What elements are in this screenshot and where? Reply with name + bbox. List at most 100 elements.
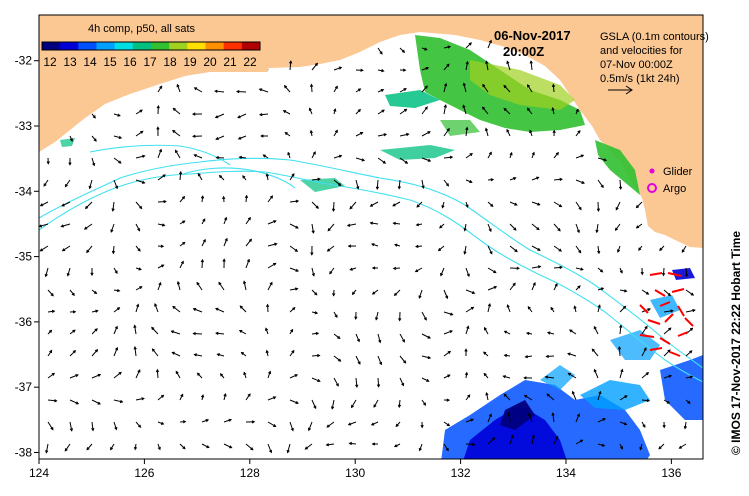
velocity-arrow xyxy=(66,267,71,277)
velocity-arrow xyxy=(266,303,270,313)
velocity-arrow xyxy=(64,179,71,188)
velocity-arrow xyxy=(377,157,387,164)
velocity-arrow xyxy=(415,244,423,249)
velocity-arrow xyxy=(289,349,295,357)
velocity-arrow xyxy=(283,84,291,93)
velocity-arrow xyxy=(615,201,621,211)
velocity-arrow xyxy=(289,223,299,229)
velocity-arrow xyxy=(219,373,225,379)
velocity-arrow xyxy=(267,396,277,401)
velocity-arrow xyxy=(659,245,665,252)
x-tick-label: 130 xyxy=(345,466,365,480)
velocity-arrow xyxy=(414,267,423,273)
velocity-arrow xyxy=(133,346,137,357)
velocity-arrow xyxy=(201,394,205,401)
velocity-arrow xyxy=(595,223,599,234)
velocity-arrow xyxy=(571,390,577,401)
velocity-arrow xyxy=(392,266,401,271)
colorbar-swatch xyxy=(114,42,134,50)
velocity-arrow xyxy=(223,418,233,423)
velocity-arrow xyxy=(661,267,666,277)
velocity-arrow xyxy=(377,88,385,93)
velocity-arrow xyxy=(311,331,320,336)
velocity-arrow xyxy=(47,399,58,403)
velocity-arrow xyxy=(157,281,162,291)
velocity-arrow xyxy=(113,346,119,357)
velocity-arrow xyxy=(47,421,54,431)
velocity-arrow xyxy=(418,289,423,299)
velocity-arrow xyxy=(415,223,423,227)
colorbar-swatch xyxy=(78,42,97,50)
velocity-arrow xyxy=(685,350,693,357)
scale-arrow xyxy=(608,85,633,95)
velocity-arrow xyxy=(373,399,379,408)
velocity-arrow xyxy=(267,443,273,454)
y-tick-label: -32 xyxy=(15,54,33,68)
velocity-arrow xyxy=(133,324,137,335)
velocity-arrow xyxy=(260,134,269,138)
velocity-arrow xyxy=(90,267,94,277)
velocity-arrow xyxy=(244,194,249,203)
velocity-arrow xyxy=(487,39,492,49)
velocity-arrow xyxy=(394,243,401,247)
velocity-arrow xyxy=(154,303,159,313)
velocity-arrow xyxy=(355,88,362,93)
velocity-arrow xyxy=(525,331,533,336)
velocity-arrow xyxy=(135,201,143,210)
velocity-arrow xyxy=(399,132,410,137)
velocity-arrow xyxy=(333,333,341,340)
velocity-arrow xyxy=(575,201,582,211)
velocity-arrow xyxy=(237,135,247,140)
colorbar-tick-label: 14 xyxy=(83,55,97,69)
velocity-arrow xyxy=(289,328,294,335)
velocity-arrow xyxy=(326,421,335,428)
velocity-arrow xyxy=(641,421,646,428)
velocity-arrow xyxy=(157,244,165,248)
velocity-arrow xyxy=(110,223,115,233)
velocity-arrow xyxy=(377,133,388,137)
velocity-arrow xyxy=(553,177,563,182)
velocity-arrow xyxy=(289,287,299,291)
velocity-arrow xyxy=(658,443,665,450)
velocity-arrow xyxy=(133,443,138,451)
velocity-arrow xyxy=(311,223,315,234)
velocity-arrow xyxy=(351,399,357,409)
velocity-arrow xyxy=(86,245,93,254)
velocity-arrow xyxy=(371,442,379,446)
velocity-arrow xyxy=(375,179,380,190)
velocity-arrow xyxy=(443,45,452,49)
velocity-arrow xyxy=(333,179,342,187)
velocity-arrow xyxy=(175,370,181,379)
colorbar: 4h comp, p50, all sats 12 13 14 15 16 17 18 19 2… xyxy=(40,16,268,72)
velocity-arrow xyxy=(135,421,142,428)
velocity-arrow xyxy=(597,287,605,291)
velocity-arrow xyxy=(193,154,203,159)
colorbar-tick-label: 22 xyxy=(243,55,257,69)
velocity-arrow xyxy=(529,129,533,137)
velocity-arrow xyxy=(355,68,364,72)
velocity-arrow xyxy=(421,47,428,51)
velocity-arrow xyxy=(176,83,181,93)
velocity-arrow xyxy=(421,377,430,382)
velocity-arrow xyxy=(311,177,321,181)
x-tick-label: 126 xyxy=(134,466,154,480)
velocity-arrow xyxy=(311,353,321,358)
velocity-arrow xyxy=(487,223,492,233)
velocity-arrow xyxy=(593,325,599,335)
y-tick-label: -36 xyxy=(15,315,33,329)
velocity-arrow xyxy=(597,390,602,401)
velocity-arrow xyxy=(60,223,71,228)
velocity-arrow xyxy=(421,66,430,71)
velocity-arrow xyxy=(484,326,489,335)
velocity-arrow xyxy=(113,135,123,139)
velocity-arrow xyxy=(619,289,628,293)
velocity-arrow xyxy=(553,223,561,232)
velocity-arrow xyxy=(135,245,141,252)
velocity-arrow xyxy=(591,348,599,357)
colorbar-tick-label: 17 xyxy=(143,55,157,69)
velocity-arrow xyxy=(179,393,184,401)
x-tick-label: 124 xyxy=(29,466,49,480)
velocity-arrow xyxy=(641,398,651,403)
velocity-arrow xyxy=(418,443,423,452)
